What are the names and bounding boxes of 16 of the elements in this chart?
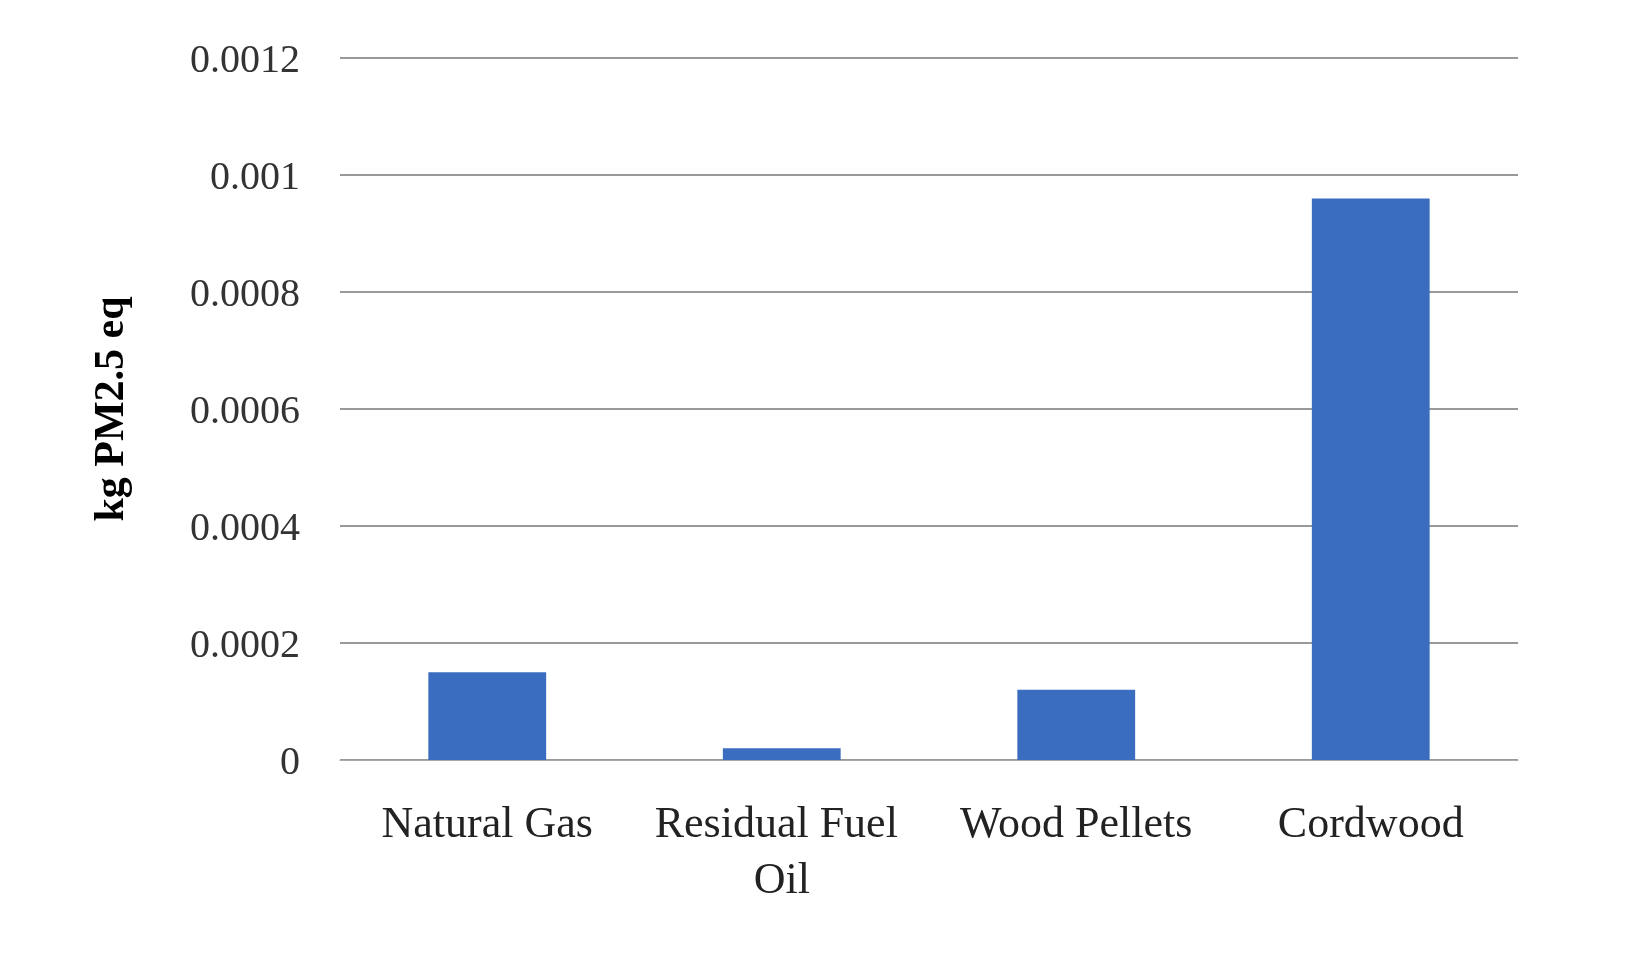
y-axis-title: kg PM2.5 eq [86,296,132,522]
bar [428,672,547,760]
y-tick-label: 0.0002 [190,620,300,666]
x-tick-label: Wood Pellets [960,797,1193,847]
x-tick-label: Cordwood [1277,797,1464,847]
x-tick-label: Residual Fuel Oil [654,797,909,903]
y-tick-label: 0.001 [210,152,300,198]
y-tick-label: 0.0008 [190,269,300,315]
y-tick-label: 0.0012 [190,35,300,81]
x-tick-label: Natural Gas [381,797,593,847]
bar [1311,198,1430,760]
y-tick-label: 0.0006 [190,386,300,432]
y-tick-label: 0 [280,737,300,783]
bar [722,748,841,760]
bar [1017,689,1136,760]
y-tick-label: 0.0004 [190,503,300,549]
